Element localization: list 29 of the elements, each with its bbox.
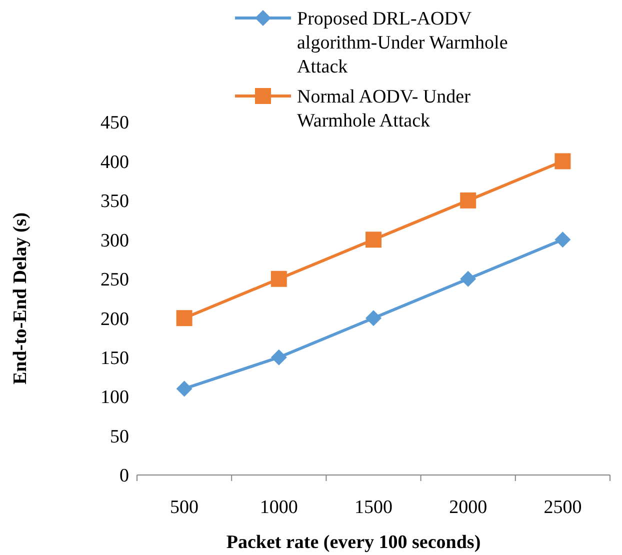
y-tick-label: 450	[100, 112, 129, 134]
point	[460, 270, 476, 287]
y-tick-label: 350	[100, 191, 129, 212]
x-tick-label: 1000	[260, 497, 298, 518]
x-tick-label: 2500	[544, 497, 582, 518]
point	[554, 153, 571, 170]
point	[176, 310, 192, 326]
point	[366, 310, 382, 326]
point	[270, 349, 287, 366]
y-axis-title: End-to-End Delay (s)	[10, 212, 31, 385]
y-tick-label: 200	[100, 308, 129, 330]
point	[460, 192, 476, 208]
point	[176, 380, 192, 397]
y-tick-label: 250	[100, 270, 129, 291]
legend-label: Proposed DRL-AODV algorithm-Under Warmhole Attack	[297, 8, 508, 78]
point	[554, 232, 571, 248]
y-tick-label: 300	[100, 230, 129, 252]
x-tick-label: 1500	[354, 497, 392, 518]
y-tick-label: 400	[100, 152, 129, 173]
y-tick-label: 100	[100, 387, 129, 408]
point	[366, 232, 382, 248]
x-axis-title: Packet rate (every 100 seconds)	[226, 532, 481, 553]
legend-label: Normal AODV- Under Warmhole Attack	[297, 86, 472, 132]
x-tick-label: 500	[170, 497, 199, 518]
y-tick-label: 150	[100, 348, 129, 369]
x-tick-label: 2000	[449, 497, 488, 518]
point	[270, 270, 287, 287]
y-tick-label: 50	[110, 426, 129, 448]
y-tick-label: 0	[120, 466, 129, 487]
